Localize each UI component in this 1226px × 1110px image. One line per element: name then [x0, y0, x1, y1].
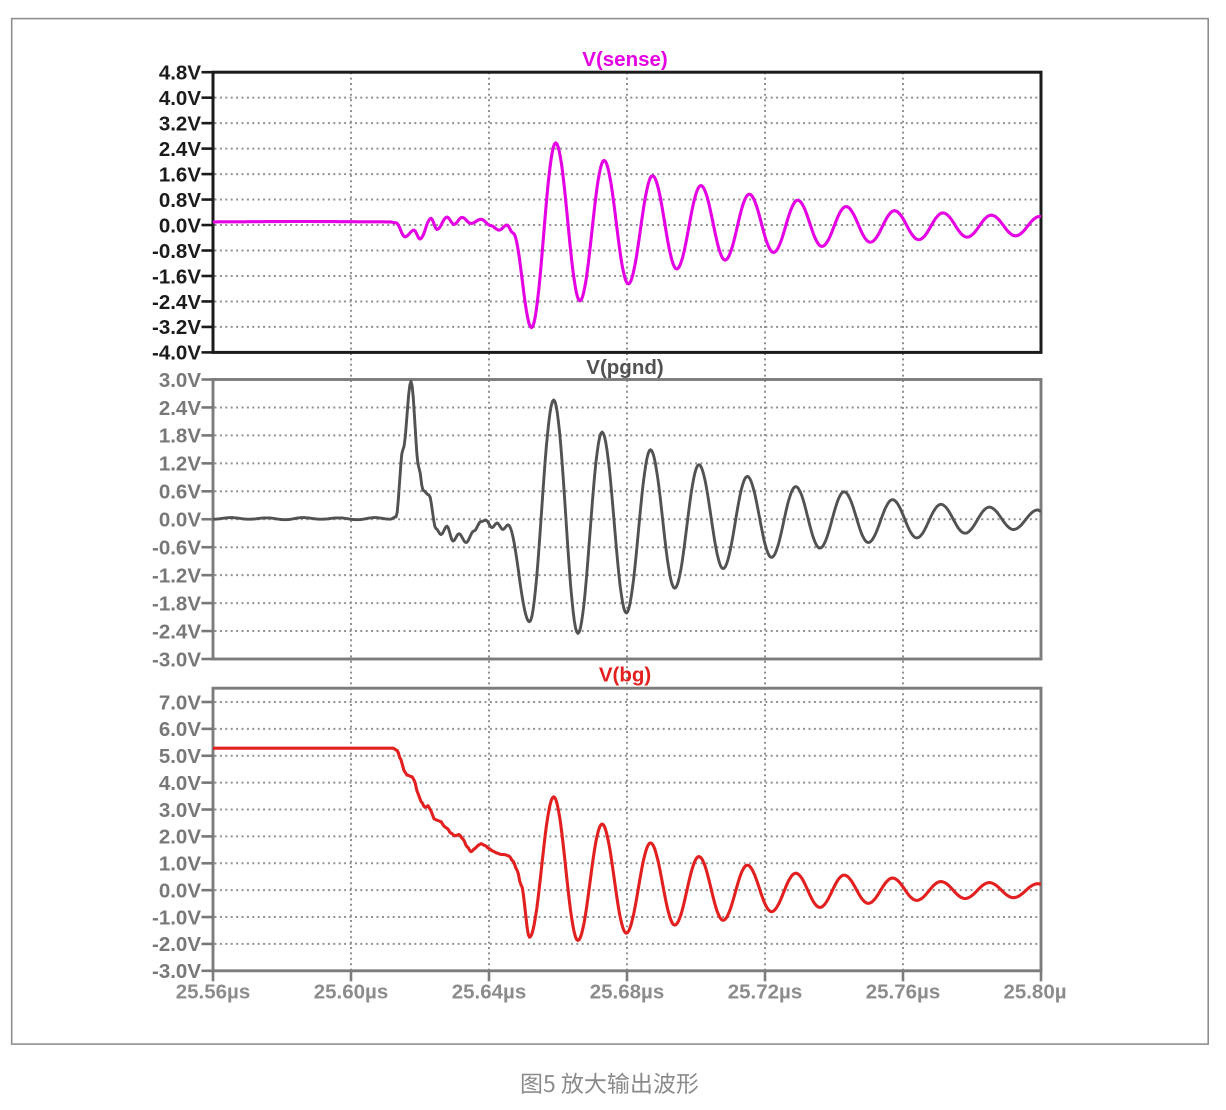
svg-text:V(pgnd): V(pgnd)	[586, 356, 663, 379]
svg-text:1.0V: 1.0V	[159, 853, 201, 876]
svg-text:-2.4V: -2.4V	[152, 620, 201, 643]
svg-text:-3.2V: -3.2V	[152, 316, 201, 339]
svg-text:6.0V: 6.0V	[159, 718, 201, 741]
svg-text:25.72µs: 25.72µs	[728, 981, 803, 1004]
svg-text:V(bg): V(bg)	[599, 664, 651, 687]
svg-text:-0.6V: -0.6V	[152, 537, 201, 560]
svg-text:2.4V: 2.4V	[159, 397, 201, 420]
svg-text:-1.6V: -1.6V	[152, 265, 201, 288]
svg-text:-1.8V: -1.8V	[152, 592, 201, 615]
svg-text:3.0V: 3.0V	[159, 799, 201, 822]
svg-text:-4.0V: -4.0V	[152, 342, 201, 365]
svg-text:-3.0V: -3.0V	[152, 648, 201, 671]
svg-text:0.6V: 0.6V	[159, 481, 201, 504]
svg-text:25.60µs: 25.60µs	[314, 981, 389, 1004]
svg-text:25.76µs: 25.76µs	[866, 981, 941, 1004]
svg-text:0.0V: 0.0V	[159, 214, 201, 237]
svg-text:7.0V: 7.0V	[159, 691, 201, 714]
svg-text:3.2V: 3.2V	[159, 112, 201, 135]
svg-text:-2.0V: -2.0V	[152, 933, 201, 956]
svg-text:-0.8V: -0.8V	[152, 240, 201, 263]
svg-text:-2.4V: -2.4V	[152, 291, 201, 314]
svg-text:4.0V: 4.0V	[159, 87, 201, 110]
svg-text:4.8V: 4.8V	[159, 62, 201, 85]
svg-text:4.0V: 4.0V	[159, 772, 201, 795]
svg-text:3.0V: 3.0V	[159, 369, 201, 392]
svg-text:25.80µ: 25.80µ	[1003, 981, 1066, 1004]
svg-text:2.0V: 2.0V	[159, 826, 201, 849]
svg-text:1.8V: 1.8V	[159, 425, 201, 448]
svg-text:-1.2V: -1.2V	[152, 564, 201, 587]
svg-text:0.0V: 0.0V	[159, 879, 201, 902]
svg-text:-1.0V: -1.0V	[152, 906, 201, 929]
svg-text:25.68µs: 25.68µs	[590, 981, 665, 1004]
svg-text:0.0V: 0.0V	[159, 509, 201, 532]
svg-text:1.6V: 1.6V	[159, 163, 201, 186]
svg-text:2.4V: 2.4V	[159, 138, 201, 161]
svg-text:25.64µs: 25.64µs	[452, 981, 527, 1004]
svg-text:1.2V: 1.2V	[159, 453, 201, 476]
svg-text:25.56µs: 25.56µs	[176, 981, 251, 1004]
svg-text:0.8V: 0.8V	[159, 189, 201, 212]
svg-text:5.0V: 5.0V	[159, 745, 201, 768]
svg-text:V(sense): V(sense)	[582, 48, 667, 71]
svg-text:-3.0V: -3.0V	[152, 960, 201, 983]
